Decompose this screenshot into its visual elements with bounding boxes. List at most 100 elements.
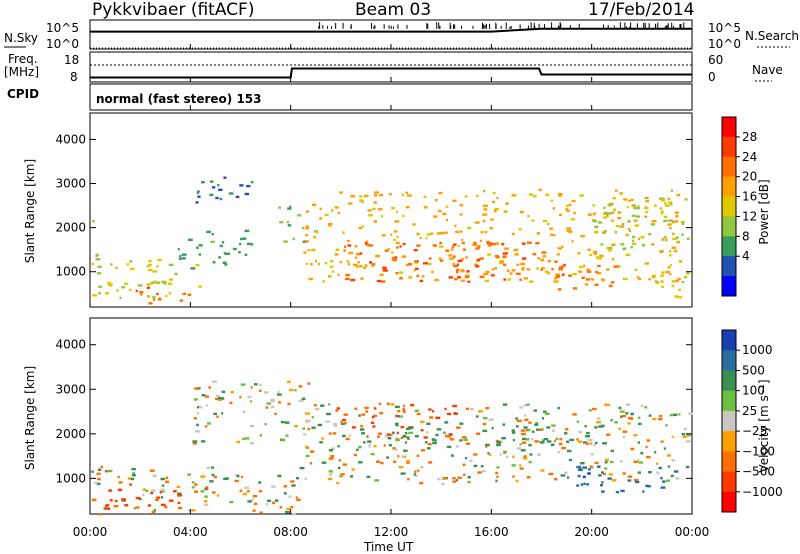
velocity-data-cell — [407, 478, 410, 480]
power-data-cell — [620, 243, 624, 245]
velocity-data-cell — [392, 432, 395, 434]
velocity-data-cell — [194, 483, 197, 485]
power-data-cell — [416, 275, 419, 277]
velocity-data-cell — [623, 472, 626, 474]
power-data-cell — [392, 257, 396, 259]
velocity-data-cell — [604, 403, 607, 405]
power-data-cell — [138, 284, 143, 286]
power-data-cell — [476, 195, 478, 197]
velocity-data-cell — [322, 462, 327, 464]
velocity-data-cell — [660, 477, 662, 479]
velocity-data-cell — [161, 478, 166, 480]
power-data-cell — [403, 255, 406, 257]
x-tick-label: 16:00 — [474, 525, 509, 539]
power-data-cell — [210, 180, 214, 182]
power-data-cell — [558, 193, 562, 195]
power-data-cell — [529, 194, 534, 196]
velocity-data-cell — [410, 404, 414, 406]
power-data-cell — [393, 259, 397, 261]
velocity-data-cell — [452, 480, 456, 482]
velocity-data-cell — [178, 507, 182, 509]
velocity-data-cell — [465, 457, 467, 459]
velocity-data-cell — [623, 431, 628, 433]
power-data-cell — [215, 197, 218, 199]
velocity-data-cell — [204, 504, 208, 506]
velocity-data-cell — [358, 446, 361, 448]
power-data-cell — [512, 269, 516, 271]
power-data-cell — [348, 202, 352, 204]
power-data-cell — [350, 195, 355, 197]
power-data-cell — [591, 278, 595, 280]
power-data-cell — [310, 263, 313, 265]
power-data-cell — [475, 221, 480, 223]
power-data-cell — [682, 223, 684, 225]
velocity-data-cell — [450, 433, 452, 435]
power-data-cell — [613, 209, 616, 211]
power-data-cell — [456, 269, 460, 271]
velocity-data-cell — [567, 476, 569, 478]
power-data-cell — [484, 231, 488, 233]
power-data-cell — [645, 200, 649, 202]
power-data-cell — [487, 253, 491, 255]
velocity-data-cell — [496, 466, 499, 468]
power-data-cell — [385, 250, 389, 252]
velocity-data-cell — [389, 444, 392, 446]
velocity-data-cell — [561, 447, 566, 449]
power-data-cell — [229, 192, 234, 194]
power-data-cell — [397, 236, 399, 238]
velocity-data-cell — [329, 473, 332, 475]
power-colorbar-segment — [722, 177, 736, 197]
power-data-cell — [451, 248, 454, 250]
power-data-cell — [110, 263, 112, 265]
power-data-cell — [527, 215, 529, 217]
power-data-cell — [623, 198, 627, 200]
velocity-data-cell — [374, 445, 377, 447]
power-data-cell — [594, 226, 598, 228]
velocity-data-cell — [290, 480, 294, 482]
power-data-cell — [389, 193, 392, 195]
velocity-colorbar-label: −100 — [742, 444, 775, 458]
velocity-data-cell — [329, 470, 333, 472]
velocity-data-cell — [403, 405, 405, 407]
velocity-colorbar-segment — [722, 411, 736, 432]
velocity-data-cell — [237, 475, 240, 477]
power-data-cell — [661, 271, 664, 273]
velocity-data-cell — [106, 508, 110, 510]
power-data-cell — [462, 242, 465, 244]
power-data-cell — [458, 245, 460, 247]
velocity-data-cell — [586, 443, 589, 445]
velocity-data-cell — [216, 395, 220, 397]
velocity-data-cell — [250, 442, 254, 444]
velocity-data-cell — [253, 495, 257, 497]
power-data-cell — [641, 236, 645, 238]
velocity-data-cell — [161, 504, 166, 506]
power-data-cell — [645, 211, 648, 213]
power-data-cell — [190, 267, 195, 269]
velocity-data-cell — [306, 455, 310, 457]
velocity-data-cell — [201, 440, 205, 442]
velocity-data-cell — [252, 498, 254, 500]
velocity-data-cell — [634, 461, 639, 463]
velocity-data-cell — [165, 506, 167, 508]
power-data-cell — [199, 244, 203, 246]
velocity-data-cell — [496, 476, 498, 478]
power-data-cell — [675, 212, 679, 214]
velocity-data-cell — [551, 444, 555, 446]
velocity-data-cell — [221, 412, 223, 414]
power-data-cell — [165, 295, 167, 297]
velocity-data-cell — [611, 419, 613, 421]
velocity-data-cell — [251, 386, 253, 388]
velocity-data-cell — [281, 421, 285, 423]
power-data-cell — [567, 230, 572, 232]
velocity-data-cell — [662, 480, 665, 482]
velocity-data-cell — [635, 481, 639, 483]
velocity-data-cell — [401, 426, 405, 428]
velocity-data-cell — [424, 436, 428, 438]
velocity-data-cell — [589, 409, 592, 411]
power-colorbar-segment — [722, 137, 736, 157]
velocity-data-cell — [236, 441, 240, 443]
power-data-cell — [533, 195, 537, 197]
power-data-cell — [325, 262, 328, 264]
power-data-cell — [520, 263, 525, 265]
power-data-cell — [182, 293, 184, 295]
